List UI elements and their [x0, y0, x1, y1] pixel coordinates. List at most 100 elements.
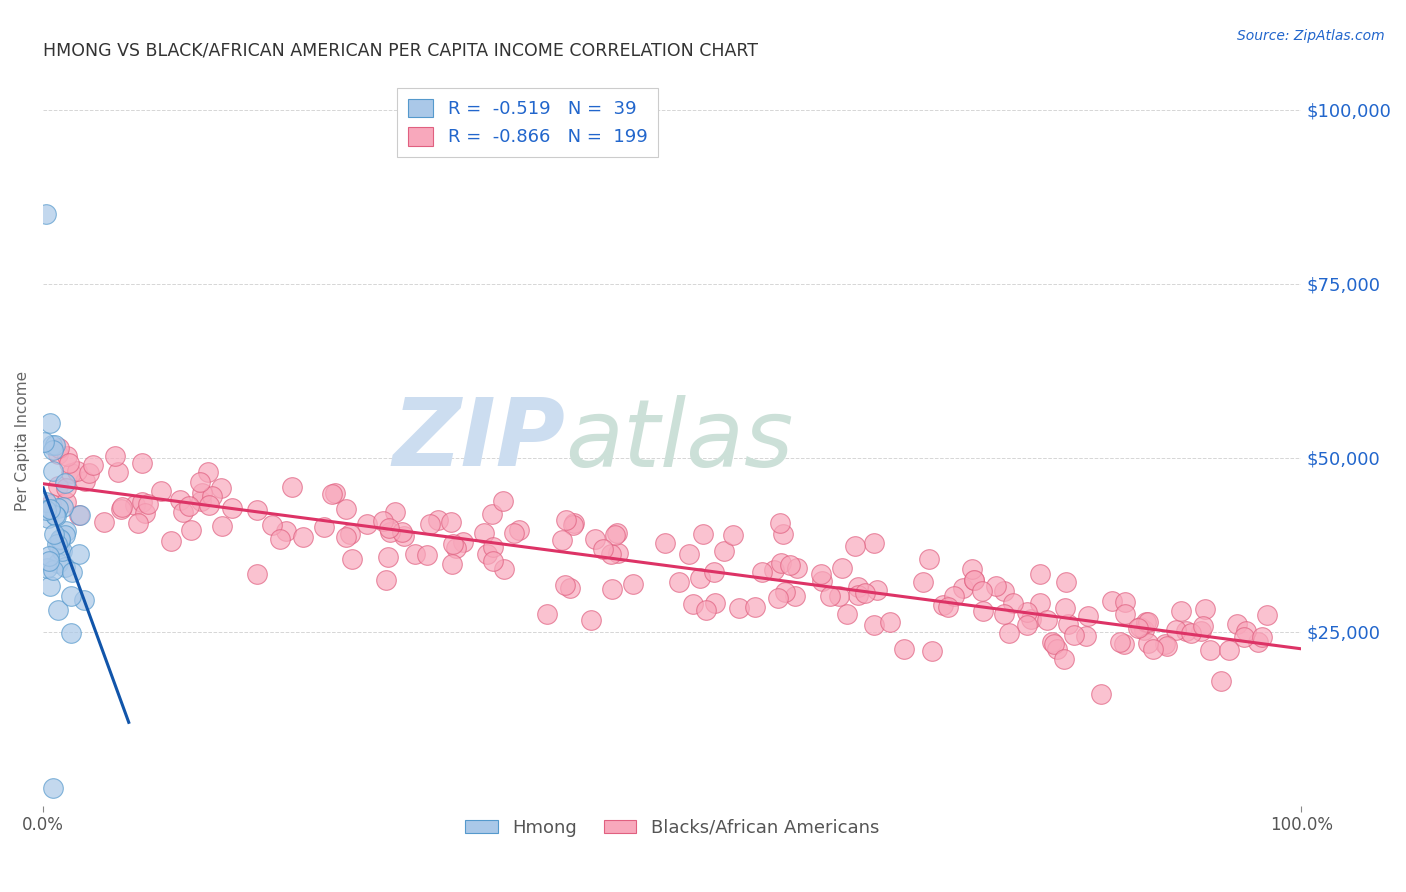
Point: [39, 497, 62, 511]
Point: [134, 506, 156, 520]
Point: [1126, 621, 1149, 635]
Point: [472, 526, 495, 541]
Text: ZIP: ZIP: [392, 394, 565, 486]
Point: [111, 500, 134, 515]
Point: [1218, 643, 1240, 657]
Point: [378, 525, 401, 540]
Point: [371, 515, 394, 529]
Point: [77, 466, 100, 480]
Point: [42, 563, 65, 577]
Point: [1232, 630, 1254, 644]
Point: [1040, 634, 1063, 648]
Point: [579, 613, 602, 627]
Point: [853, 586, 876, 600]
Point: [678, 547, 700, 561]
Point: [703, 565, 725, 579]
Point: [419, 516, 441, 531]
Text: Source: ZipAtlas.com: Source: ZipAtlas.com: [1237, 29, 1385, 44]
Point: [201, 490, 224, 504]
Point: [721, 528, 744, 542]
Point: [1042, 637, 1064, 651]
Point: [482, 554, 505, 568]
Point: [1077, 608, 1099, 623]
Point: [936, 600, 959, 615]
Point: [60, 626, 83, 640]
Point: [391, 525, 413, 540]
Point: [246, 503, 269, 517]
Point: [46, 556, 69, 570]
Point: [323, 486, 346, 500]
Point: [340, 551, 363, 566]
Point: [131, 456, 153, 470]
Point: [110, 502, 132, 516]
Point: [41, 438, 63, 452]
Point: [1251, 630, 1274, 644]
Point: [53, 559, 76, 574]
Point: [972, 584, 994, 599]
Point: [1015, 605, 1038, 619]
Point: [481, 507, 503, 521]
Point: [52, 500, 75, 514]
Point: [1156, 639, 1178, 653]
Point: [835, 607, 858, 621]
Point: [48, 441, 70, 455]
Point: [221, 500, 243, 515]
Point: [775, 585, 797, 599]
Point: [786, 561, 808, 575]
Point: [551, 533, 574, 548]
Point: [621, 577, 644, 591]
Point: [451, 535, 474, 549]
Point: [866, 582, 889, 597]
Point: [39, 578, 62, 592]
Point: [45, 508, 67, 523]
Point: [269, 532, 291, 546]
Point: [984, 579, 1007, 593]
Point: [1175, 624, 1198, 638]
Point: [1029, 566, 1052, 581]
Point: [35, 207, 58, 221]
Point: [972, 604, 994, 618]
Point: [180, 523, 202, 537]
Point: [356, 517, 378, 532]
Point: [1114, 607, 1136, 621]
Point: [149, 483, 172, 498]
Point: [35, 495, 58, 509]
Point: [49, 533, 72, 547]
Point: [58, 456, 80, 470]
Point: [60, 589, 83, 603]
Point: [555, 513, 578, 527]
Point: [51, 544, 73, 558]
Point: [952, 581, 974, 595]
Point: [1076, 629, 1098, 643]
Point: [1129, 620, 1152, 634]
Point: [1054, 575, 1077, 590]
Point: [751, 565, 773, 579]
Point: [689, 571, 711, 585]
Point: [918, 552, 941, 566]
Point: [38, 554, 60, 568]
Point: [56, 449, 79, 463]
Point: [377, 521, 399, 535]
Point: [48, 539, 70, 553]
Point: [404, 547, 426, 561]
Point: [831, 561, 853, 575]
Point: [49, 533, 72, 548]
Point: [188, 475, 211, 489]
Point: [339, 527, 361, 541]
Point: [508, 523, 530, 537]
Point: [169, 493, 191, 508]
Point: [35, 503, 58, 517]
Text: HMONG VS BLACK/AFRICAN AMERICAN PER CAPITA INCOME CORRELATION CHART: HMONG VS BLACK/AFRICAN AMERICAN PER CAPI…: [44, 42, 758, 60]
Point: [177, 499, 200, 513]
Point: [42, 781, 65, 796]
Point: [107, 465, 129, 479]
Point: [44, 508, 66, 522]
Point: [1057, 616, 1080, 631]
Point: [377, 550, 399, 565]
Point: [879, 615, 901, 629]
Point: [42, 527, 65, 541]
Point: [1142, 642, 1164, 657]
Point: [769, 516, 792, 531]
Point: [779, 558, 801, 572]
Point: [769, 557, 792, 571]
